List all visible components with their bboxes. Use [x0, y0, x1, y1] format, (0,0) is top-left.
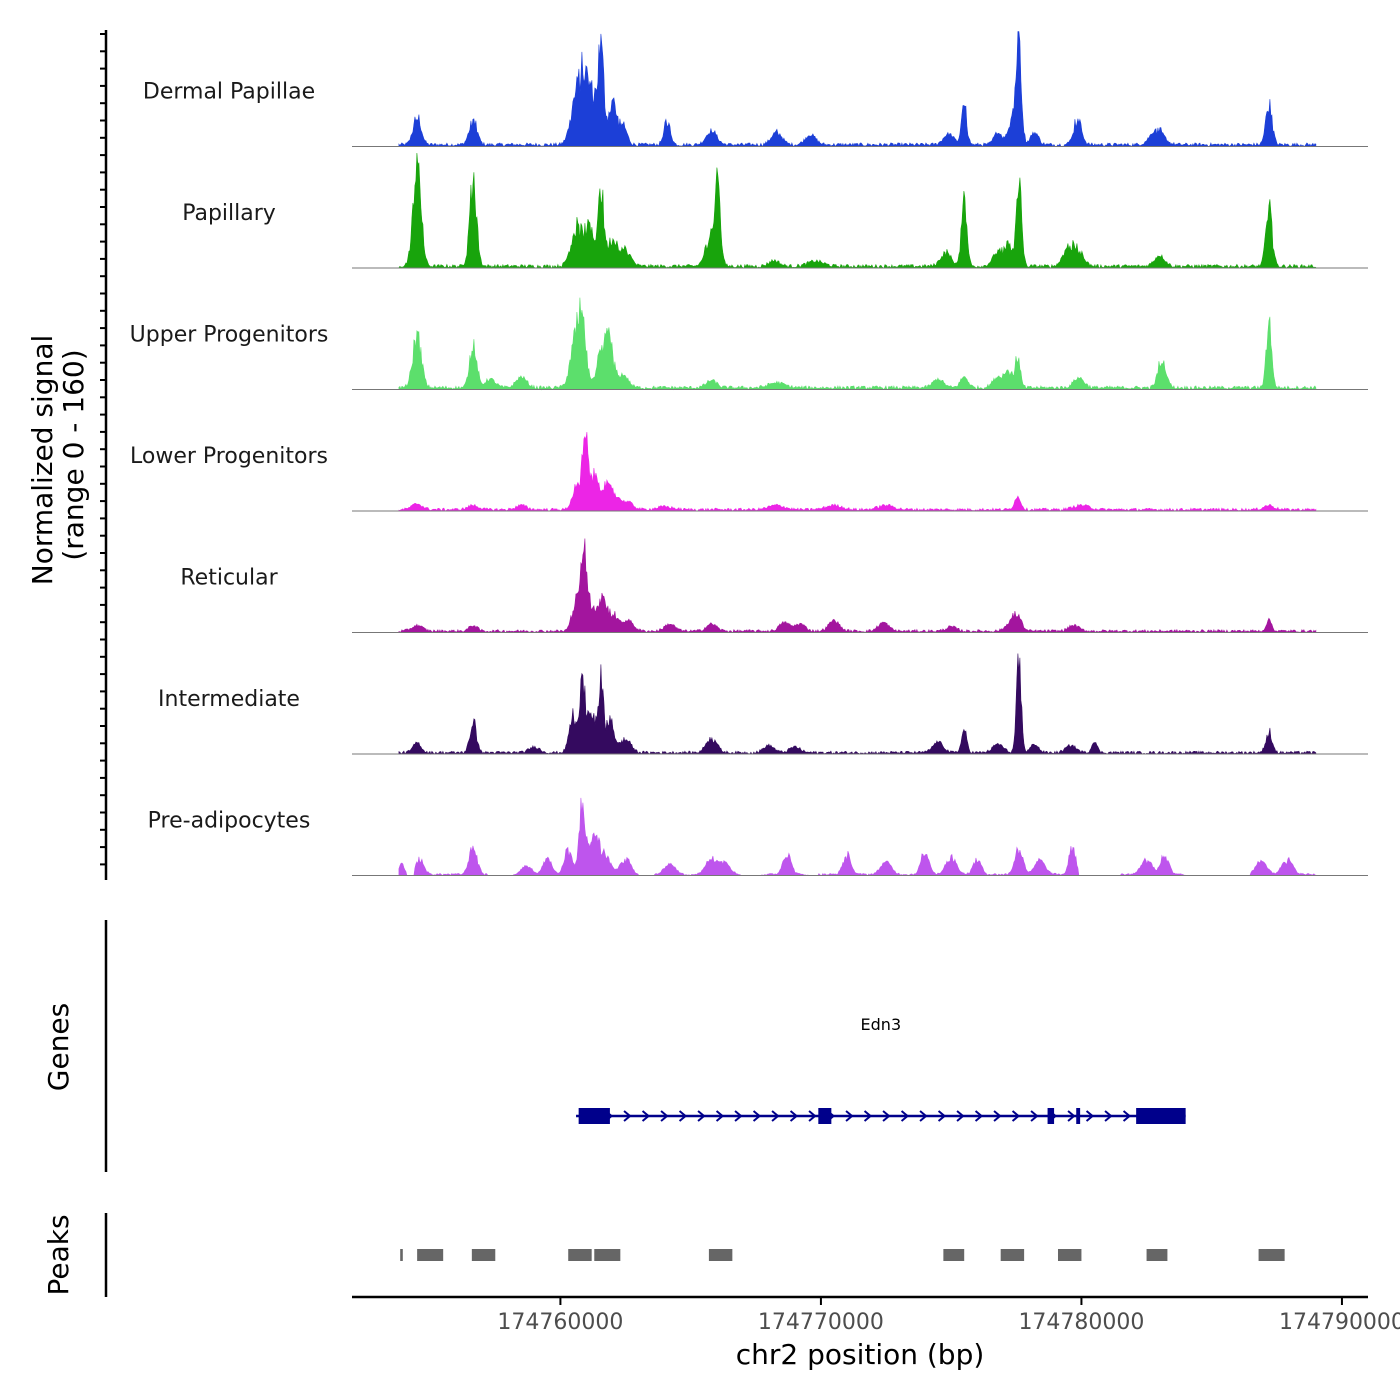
coverage-track: Lower Progenitors [130, 432, 1368, 512]
genes-track-title: Genes [42, 1003, 75, 1091]
strand-arrow-icon [697, 1110, 706, 1122]
gene-exon [1136, 1108, 1186, 1124]
gene-model: Edn3 [576, 1015, 1186, 1124]
peak-region [594, 1249, 621, 1261]
track-label: Reticular [180, 566, 278, 591]
strand-arrow-icon [808, 1110, 817, 1122]
gene-label: Edn3 [861, 1015, 902, 1034]
strand-arrow-icon [863, 1110, 873, 1122]
x-tick-label: 174760000 [497, 1310, 623, 1335]
strand-arrow-icon [882, 1110, 891, 1122]
signal-ylabel-line1: Normalized signal [26, 335, 59, 586]
gene-exon-small [1047, 1108, 1055, 1124]
peak-region [943, 1249, 965, 1261]
signal-y-axis [100, 30, 108, 880]
strand-arrow-icon [919, 1110, 928, 1122]
coverage-track: Papillary [182, 152, 1368, 269]
peak-region [708, 1249, 733, 1261]
peak-region [1258, 1249, 1285, 1261]
x-tick-label: 174780000 [1018, 1310, 1144, 1335]
gene-annotation-track: Edn3 [576, 1015, 1186, 1124]
coverage-track: Upper Progenitors [130, 297, 1368, 391]
track-label: Intermediate [158, 687, 300, 712]
track-label: Papillary [182, 201, 276, 226]
strand-arrow-icon [678, 1110, 688, 1122]
peak-region [568, 1249, 592, 1261]
track-label: Upper Progenitors [130, 323, 329, 348]
strand-arrow-icon [956, 1110, 965, 1122]
coverage-track: Pre-adipocytes [148, 797, 1368, 876]
x-tick-label: 174790000 [1279, 1310, 1400, 1335]
coverage-area [398, 297, 1317, 391]
coverage-area [398, 432, 1317, 512]
track-label: Dermal Papillae [143, 80, 315, 105]
coverage-area [398, 538, 1317, 634]
coverage-area [398, 653, 1317, 755]
strand-arrow-icon [715, 1110, 725, 1122]
track-label: Lower Progenitors [130, 444, 328, 469]
strand-arrow-icon [1104, 1110, 1113, 1122]
strand-arrow-icon [660, 1110, 669, 1122]
strand-arrow-icon [734, 1110, 743, 1122]
coverage-tracks: Dermal Papillae Papillary Upper Progenitor… [130, 31, 1368, 876]
strand-arrow-icon [752, 1110, 762, 1122]
strand-arrow-icon [845, 1110, 854, 1122]
peak-region [400, 1249, 403, 1261]
signal-ylabel-line2: (range 0 - 160) [57, 349, 90, 560]
x-axis-title: chr2 position (bp) [736, 1338, 985, 1371]
strand-arrow-icon [1122, 1110, 1132, 1122]
gene-exon-small [1076, 1108, 1081, 1124]
peak-region-track [400, 1249, 1285, 1261]
peak-region [1146, 1249, 1168, 1261]
gene-exon-small [818, 1108, 832, 1124]
peak-region [1000, 1249, 1025, 1261]
peak-region [417, 1249, 444, 1261]
coverage-track: Reticular [180, 538, 1368, 634]
gene-exon [578, 1108, 610, 1124]
strand-arrow-icon [771, 1110, 780, 1122]
strand-arrow-icon [789, 1110, 799, 1122]
strand-arrow-icon [1030, 1110, 1039, 1122]
strand-arrow-icon [993, 1110, 1002, 1122]
coverage-track: Intermediate [158, 653, 1368, 755]
coverage-track: Dermal Papillae [143, 31, 1368, 148]
coverage-area [398, 152, 1317, 269]
peaks-track-title: Peaks [42, 1214, 75, 1295]
strand-arrow-icon [900, 1110, 910, 1122]
strand-arrow-icon [937, 1110, 947, 1122]
strand-arrow-icon [1011, 1110, 1021, 1122]
coverage-area [398, 797, 1317, 876]
x-tick-label: 174770000 [758, 1310, 884, 1335]
peak-region [471, 1249, 496, 1261]
strand-arrow-icon [623, 1110, 632, 1122]
strand-arrow-icon [974, 1110, 984, 1122]
strand-arrow-icon [641, 1110, 651, 1122]
x-axis: 174760000 174770000 174780000 174790000 [352, 1295, 1400, 1335]
coverage-area [398, 31, 1317, 148]
strand-arrow-icon [1067, 1110, 1076, 1122]
track-label: Pre-adipocytes [148, 809, 311, 834]
peak-region [1057, 1249, 1082, 1261]
strand-arrow-icon [1085, 1110, 1095, 1122]
